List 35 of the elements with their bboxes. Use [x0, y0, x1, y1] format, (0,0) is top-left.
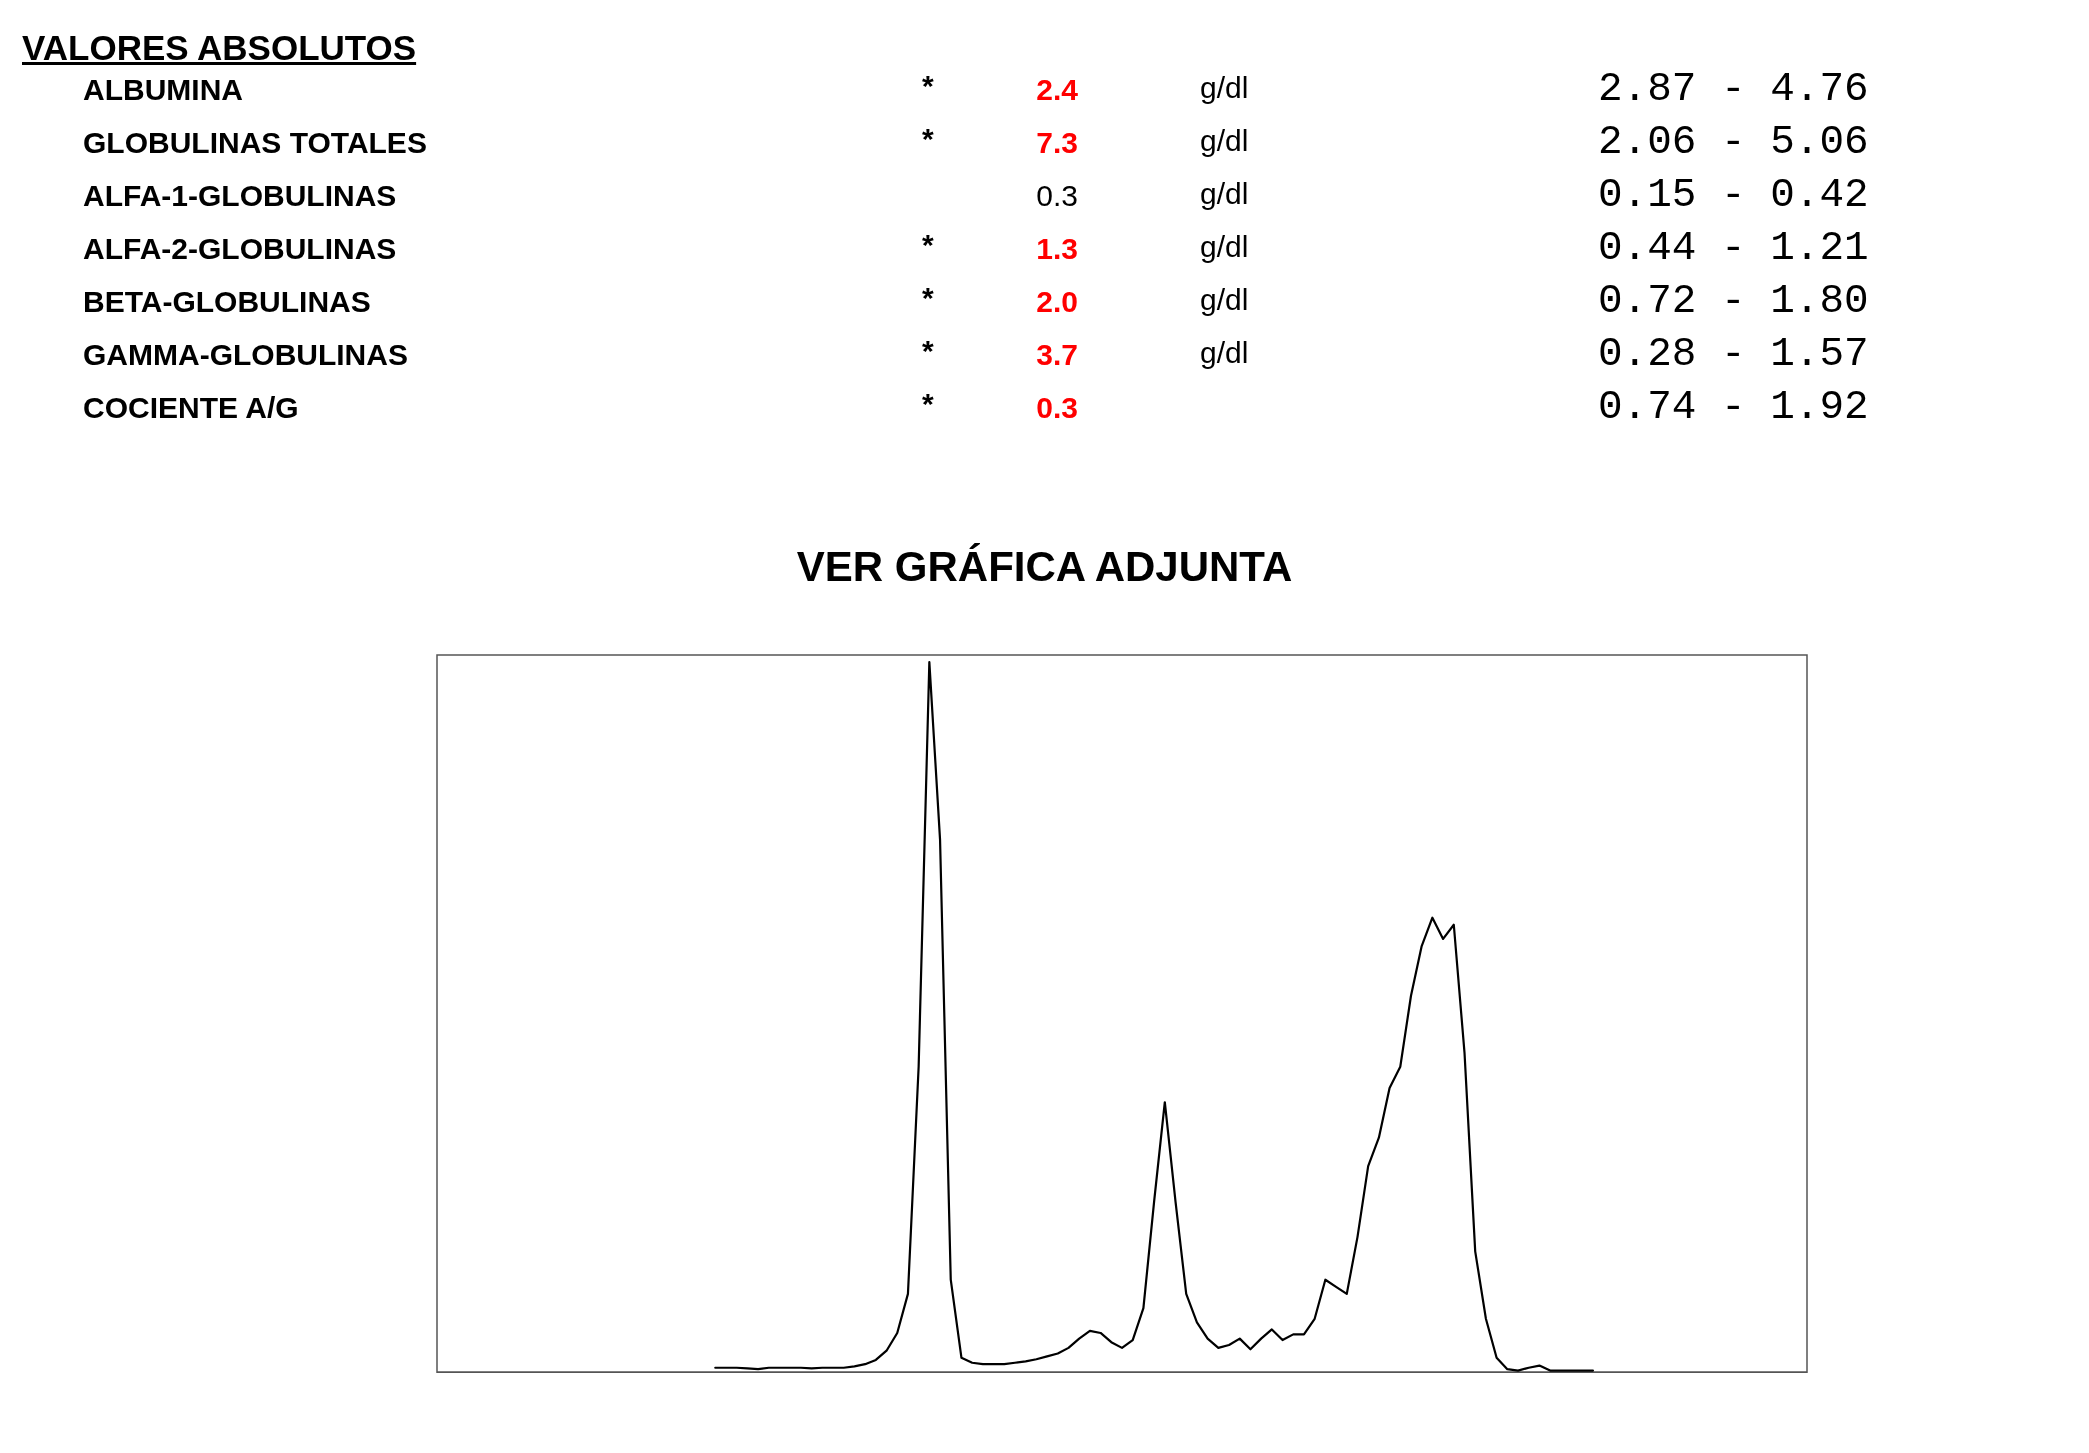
text: 0.3	[1036, 179, 1078, 212]
text: *	[922, 122, 934, 155]
text: 2.4	[1036, 73, 1078, 106]
text: 7.3	[1036, 126, 1078, 159]
text: 0.74 - 1.92	[1598, 384, 1869, 430]
text: g/dl	[1200, 177, 1249, 210]
text: 3.7	[1036, 338, 1078, 371]
chart-title: VER GRÁFICA ADJUNTA	[796, 542, 1293, 590]
text: *	[922, 69, 934, 102]
text: g/dl	[1200, 283, 1249, 316]
category-label: GAMMA-GLOBULINAS	[83, 338, 408, 371]
text: g/dl	[1200, 124, 1249, 157]
text: 1.3	[1036, 232, 1078, 265]
category-label: ALFA-2-GLOBULINAS	[83, 232, 397, 265]
text: *	[922, 281, 934, 314]
category-label: ALFA-1-GLOBULINAS	[83, 179, 397, 212]
text: *	[922, 334, 934, 367]
text: g/dl	[1200, 230, 1249, 263]
text: g/dl	[1200, 71, 1249, 104]
text: 2.0	[1036, 285, 1078, 318]
text: 0.28 - 1.57	[1598, 331, 1869, 377]
category-label: GLOBULINAS TOTALES	[83, 126, 427, 159]
text: *	[922, 228, 934, 261]
text: 0.44 - 1.21	[1598, 225, 1869, 271]
category-label: BETA-GLOBULINAS	[83, 285, 371, 318]
text: 2.06 - 5.06	[1598, 119, 1869, 165]
text: g/dl	[1200, 336, 1249, 369]
text: *	[922, 387, 934, 420]
text: VALORES ABSOLUTOS	[22, 28, 417, 67]
text: 0.72 - 1.80	[1598, 278, 1869, 324]
text: 0.15 - 0.42	[1598, 172, 1869, 218]
category-label: COCIENTE A/G	[83, 391, 299, 424]
text: 2.87 - 4.76	[1598, 66, 1869, 112]
category-label: ALBUMINA	[83, 73, 243, 106]
text: 0.3	[1036, 391, 1078, 424]
